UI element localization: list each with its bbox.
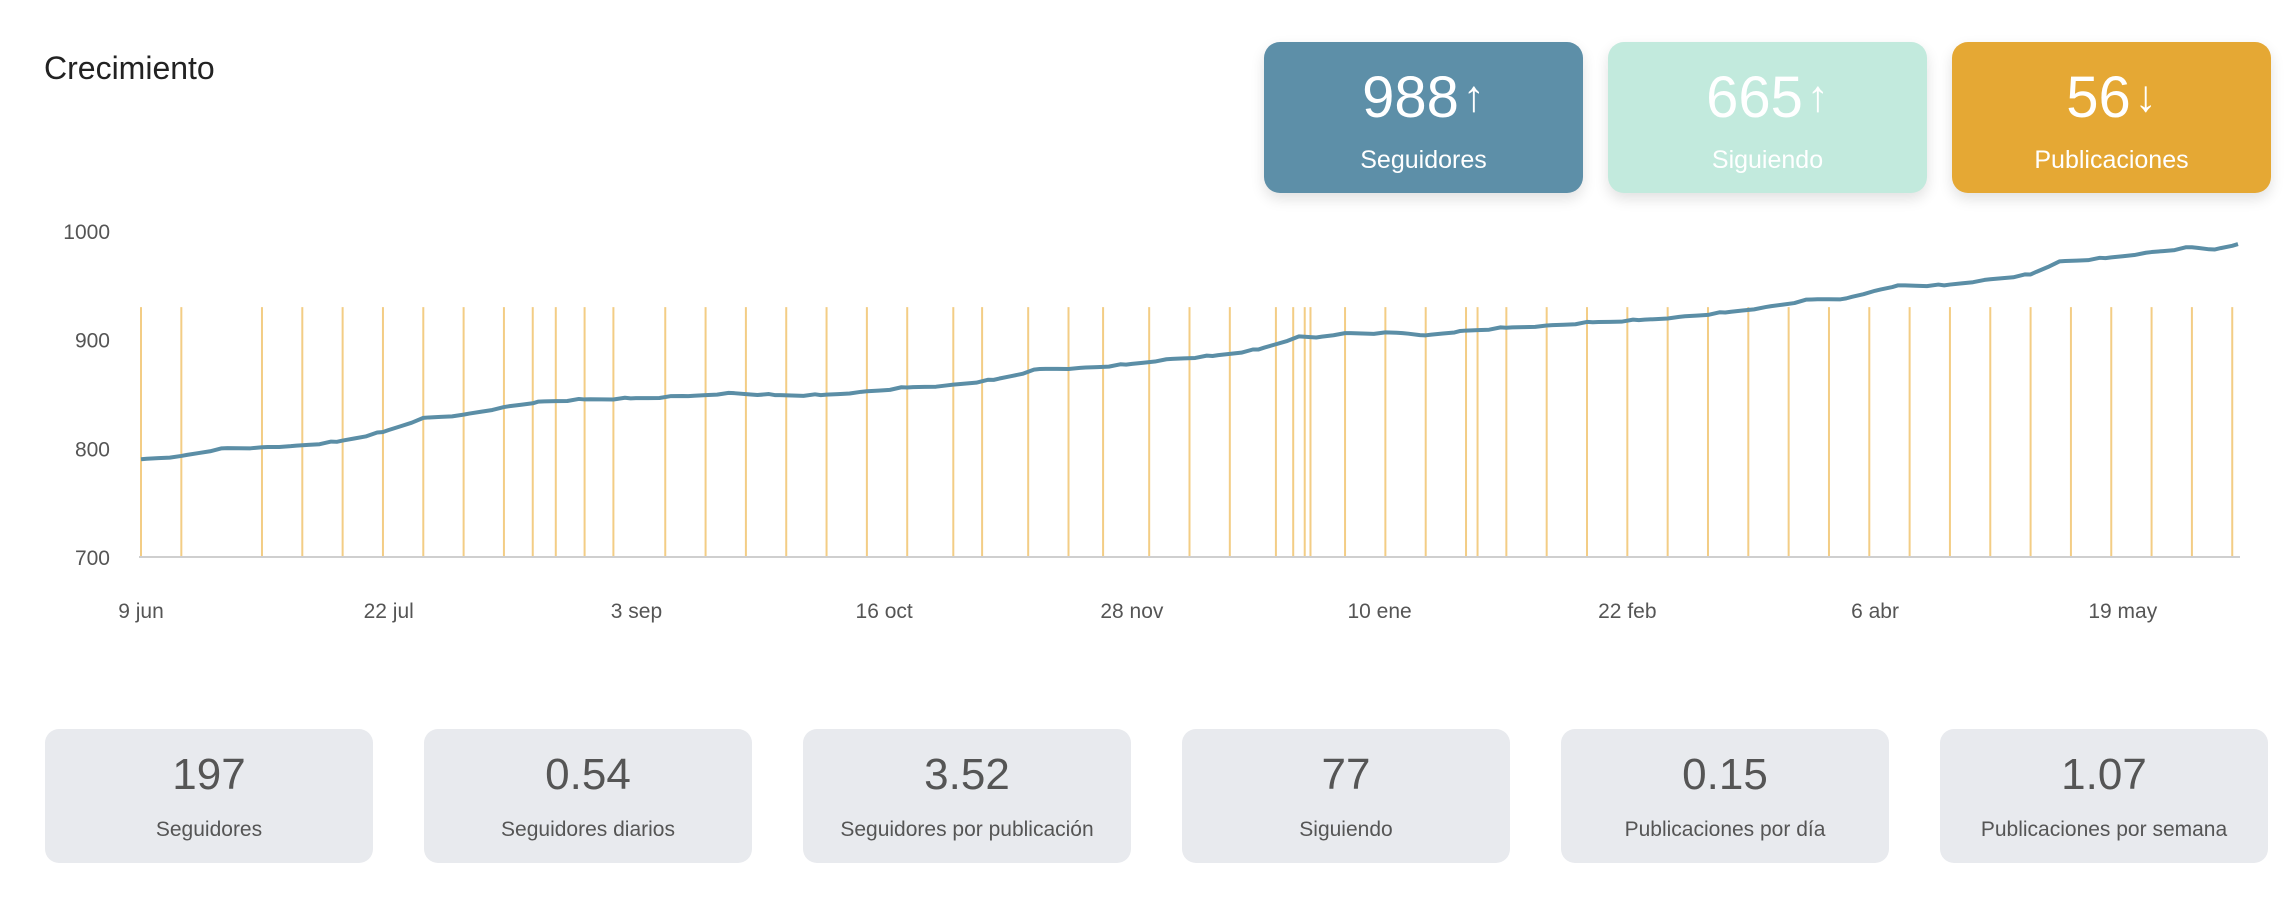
y-tick-label: 900	[75, 330, 110, 353]
x-tick-label: 9 jun	[118, 600, 164, 623]
stats-row: 197 Seguidores 0.54 Seguidores diarios 3.5…	[45, 729, 2268, 863]
section-title: Crecimiento	[44, 50, 215, 86]
kpi-label: Siguiendo	[1711, 146, 1824, 174]
x-tick-label: 19 may	[2088, 600, 2157, 623]
x-tick-label: 10 ene	[1347, 600, 1411, 623]
stat-label: Seguidores diarios	[501, 818, 675, 841]
x-tick-label: 28 nov	[1100, 600, 1164, 623]
kpi-value: 665	[1706, 65, 1803, 130]
kpi-card-siguiendo: 665↑ Siguiendo	[1608, 42, 1927, 193]
stat-value: 3.52	[924, 750, 1010, 799]
stat-card-siguiendo: 77 Siguiendo	[1182, 729, 1510, 863]
kpi-label: Publicaciones	[2034, 146, 2189, 174]
kpi-label: Seguidores	[1360, 146, 1487, 174]
y-tick-label: 1000	[63, 221, 110, 244]
stat-label: Publicaciones por semana	[1980, 818, 2228, 841]
growth-chart: 700 800 900 1000 9 jun 22 jul 3 sep 16 oct 28 no…	[63, 221, 2240, 623]
stat-value: 0.15	[1682, 750, 1768, 799]
stat-card-seguidores-por-publicacion: 3.52 Seguidores por publicación	[803, 729, 1131, 863]
x-tick-label: 22 jul	[364, 600, 414, 623]
x-tick-label: 6 abr	[1851, 600, 1899, 623]
stat-card-seguidores-diarios: 0.54 Seguidores diarios	[424, 729, 752, 863]
stat-card-seguidores: 197 Seguidores	[45, 729, 373, 863]
stat-value: 197	[172, 750, 246, 799]
kpi-card-publicaciones: 56↓ Publicaciones	[1952, 42, 2271, 193]
y-tick-label: 700	[75, 547, 110, 570]
stat-label: Seguidores por publicación	[840, 818, 1094, 841]
stat-value: 77	[1321, 750, 1371, 799]
x-tick-label: 3 sep	[611, 600, 662, 623]
x-tick-label: 22 feb	[1598, 600, 1656, 623]
stat-card-publicaciones-por-semana: 1.07 Publicaciones por semana	[1940, 729, 2268, 863]
x-tick-label: 16 oct	[856, 600, 913, 623]
kpi-value: 988	[1362, 65, 1459, 130]
kpi-value: 56	[2066, 65, 2131, 130]
stat-card-publicaciones-por-dia: 0.15 Publicaciones por día	[1561, 729, 1889, 863]
stat-label: Siguiendo	[1299, 818, 1393, 841]
arrow-up-icon: ↑	[1806, 72, 1829, 121]
arrow-down-icon: ↓	[2134, 72, 2157, 121]
stat-value: 0.54	[545, 750, 631, 799]
stat-label: Publicaciones por día	[1624, 818, 1826, 841]
kpi-card-seguidores: 988↑ Seguidores	[1264, 42, 1583, 193]
series-line-seguidores	[140, 242, 2239, 462]
y-tick-label: 800	[75, 438, 110, 461]
arrow-up-icon: ↑	[1462, 72, 1485, 121]
stat-value: 1.07	[2061, 750, 2147, 799]
stat-label: Seguidores	[155, 818, 263, 841]
